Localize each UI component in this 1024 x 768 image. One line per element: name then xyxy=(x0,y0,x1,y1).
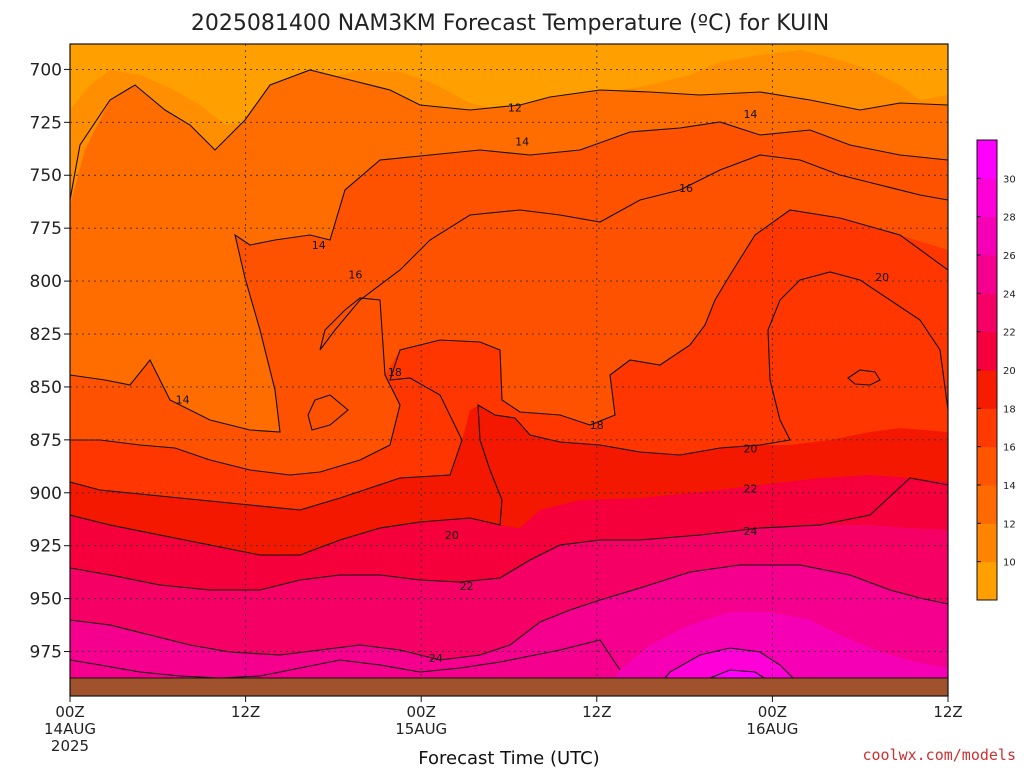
colorbar-segment xyxy=(977,561,997,601)
colorbar-label: 26 xyxy=(1003,251,1016,262)
contour-label: 22 xyxy=(743,483,757,496)
y-tick-label: 850 xyxy=(30,378,62,398)
contour-12 xyxy=(70,69,948,201)
contour-14-b xyxy=(307,394,349,431)
contour-18 xyxy=(70,209,948,511)
contour-label: 16 xyxy=(348,269,362,282)
colorbar: 10 12 14 16 18 20 22 24 26 28 30 xyxy=(976,139,1016,601)
colorbar-label: 24 xyxy=(1003,289,1016,300)
contour-label: 14 xyxy=(743,108,757,121)
x-tick-label: 15AUG xyxy=(395,720,447,738)
x-tick-label: 14AUG xyxy=(44,720,96,738)
ground-strip xyxy=(70,678,948,696)
colorbar-label: 30 xyxy=(1003,174,1016,185)
contour-label: 14 xyxy=(515,135,529,148)
contour-labels: 12 14 14 16 14 16 18 14 18 20 22 24 20 22 24 20 xyxy=(176,102,889,665)
colorbar-label: 22 xyxy=(1003,328,1016,339)
colorbar-label: 20 xyxy=(1003,366,1016,377)
colorbar-segment xyxy=(977,216,997,256)
y-tick-label: 700 xyxy=(30,60,62,80)
colorbar-segment xyxy=(977,331,997,371)
x-tick-label: 00Z xyxy=(758,703,787,721)
y-tick-label: 775 xyxy=(30,219,62,239)
y-tick-label: 950 xyxy=(30,590,62,610)
band-10-12 xyxy=(70,44,948,125)
colorbar-segment xyxy=(977,485,997,524)
colorbar-segment xyxy=(977,370,997,409)
contour-22 xyxy=(70,477,948,591)
x-tick-label: 12Z xyxy=(231,703,260,721)
contour-label: 20 xyxy=(445,529,459,542)
colorbar-label: 16 xyxy=(1003,443,1016,454)
contour-26 xyxy=(70,639,621,679)
x-tick-label: 2025 xyxy=(51,737,89,755)
contour-16 xyxy=(70,154,948,476)
contour-label: 20 xyxy=(875,271,889,284)
x-tick-label: 00Z xyxy=(407,703,436,721)
contour-label: 14 xyxy=(176,394,190,407)
colorbar-label: 12 xyxy=(1003,519,1016,530)
x-tick-label: 00Z xyxy=(55,703,84,721)
credit-text: coolwx.com/models xyxy=(862,746,1016,764)
colorbar-label: 14 xyxy=(1003,481,1016,492)
colorbar-label: 10 xyxy=(1003,558,1016,569)
contour-24 xyxy=(70,564,948,661)
contour-label: 18 xyxy=(590,419,604,432)
colorbar-label: 18 xyxy=(1003,404,1016,415)
contour-label: 16 xyxy=(679,182,693,195)
contour-label: 24 xyxy=(743,525,757,538)
y-tick-label: 825 xyxy=(30,325,62,345)
y-tick-label: 875 xyxy=(30,431,62,451)
x-tick-label: 12Z xyxy=(933,703,962,721)
chart-title: 2025081400 NAM3KM Forecast Temperature (… xyxy=(191,11,829,36)
colorbar-segment xyxy=(977,408,997,448)
contour-20-b xyxy=(847,369,881,386)
contour-label: 14 xyxy=(312,239,326,252)
x-axis-label: Forecast Time (UTC) xyxy=(418,748,599,768)
colorbar-segment xyxy=(977,523,997,563)
colorbar-segment xyxy=(977,446,997,486)
x-tick-label: 16AUG xyxy=(746,720,798,738)
colorbar-segment xyxy=(977,178,997,218)
colorbar-segment xyxy=(977,255,997,294)
colorbar-segment xyxy=(977,140,997,179)
contour-label: 18 xyxy=(388,366,402,379)
contour-20-a xyxy=(70,271,948,556)
contour-label: 24 xyxy=(429,652,443,665)
y-tick-label: 900 xyxy=(30,484,62,504)
colorbar-segment xyxy=(977,293,997,333)
y-tick-label: 925 xyxy=(30,537,62,557)
colorbar-label: 28 xyxy=(1003,213,1016,224)
y-tick-label: 800 xyxy=(30,272,62,292)
grid xyxy=(70,44,948,696)
contour-label: 22 xyxy=(460,580,474,593)
y-tick-label: 725 xyxy=(30,113,62,133)
contour-14-a xyxy=(70,121,948,433)
y-tick-label: 975 xyxy=(30,643,62,663)
x-tick-label: 12Z xyxy=(582,703,611,721)
y-axis: 700 725 750 775 800 825 850 875 900 925 950 975 xyxy=(30,60,70,663)
plot-frame xyxy=(69,43,949,697)
contour-label: 12 xyxy=(508,102,522,115)
y-tick-label: 750 xyxy=(30,166,62,186)
contour-label: 20 xyxy=(743,442,757,455)
